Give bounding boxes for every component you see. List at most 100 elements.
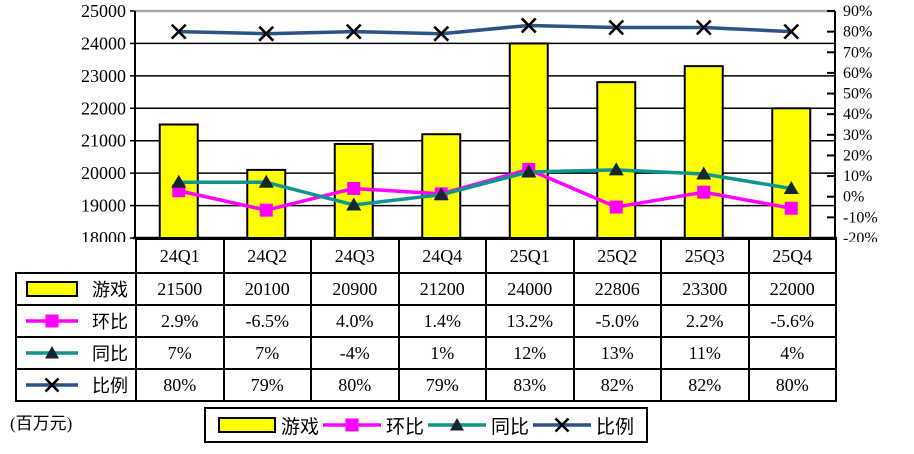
qoq-value-24Q1: 2.9% (135, 304, 225, 338)
bar-games-25Q3 (683, 65, 724, 239)
y-axis-right-tick-label: 0% (843, 189, 864, 206)
table-row-ratio: 比例 80% 79% 80% 79% 83% 82% 82% 80% (15, 368, 837, 402)
marker-qoq-24Q2 (259, 203, 273, 217)
y-axis-right-tick-label: 30% (843, 127, 872, 144)
marker-ratio-24Q3 (345, 23, 362, 40)
games-value-25Q3: 23300 (660, 272, 750, 306)
ratio-value-24Q1: 80% (135, 368, 225, 402)
y-axis-right-tick-label: 80% (843, 24, 872, 41)
qoq-value-25Q2: -5.0% (572, 304, 662, 338)
y-axis-left-tick-label: 18000 (81, 228, 126, 242)
chart-data-table: 24Q1 24Q2 24Q3 24Q4 25Q1 25Q2 25Q3 25Q4 游戏 21500 2… (15, 238, 837, 402)
yoy-value-25Q1: 12% (485, 336, 575, 370)
series-name: 比例 (92, 376, 128, 396)
y-axis-right-tick-label: 50% (843, 86, 872, 103)
marker-yoy-25Q3 (696, 166, 712, 180)
legend-label: 环比 (386, 416, 425, 438)
legend-item-games: 游戏 (218, 412, 319, 439)
legend-item-qoq: 环比 (323, 412, 424, 439)
y-axis-right-tick-label: 40% (843, 106, 872, 123)
row-label-ratio: 比例 (15, 368, 137, 402)
y-axis-right-tick-label: 90% (843, 3, 872, 20)
series-name: 同比 (92, 344, 128, 364)
axis-unit-label: (百万元) (10, 414, 73, 433)
qoq-value-24Q2: -6.5% (222, 304, 312, 338)
qoq-value-25Q4: -5.6% (747, 304, 837, 338)
legend-item-yoy: 同比 (428, 412, 529, 439)
games-value-25Q1: 24000 (485, 272, 575, 306)
marker-ratio-25Q4 (783, 23, 800, 40)
marker-qoq-25Q4 (784, 201, 798, 215)
games-value-25Q4: 22000 (747, 272, 837, 306)
ratio-value-25Q2: 82% (572, 368, 662, 402)
y-axis-left-tick-label: 24000 (81, 33, 126, 53)
yoy-value-24Q4: 1% (397, 336, 487, 370)
qoq-value-24Q3: 4.0% (310, 304, 400, 338)
series-name: 环比 (92, 312, 128, 332)
line-yoy (178, 168, 792, 207)
bar-swatch-icon (218, 417, 276, 433)
table-row-qoq: 环比 2.9% -6.5% 4.0% 1.4% 13.2% -5.0% 2.2% -5.6% (15, 304, 837, 338)
y-axis-right-tick-label: 10% (843, 168, 872, 185)
category-label: 25Q3 (660, 238, 750, 274)
marker-ratio-24Q2 (258, 25, 275, 42)
category-label: 24Q1 (135, 238, 225, 274)
games-value-24Q3: 20900 (310, 272, 400, 306)
marker-ratio-24Q4 (433, 25, 450, 42)
table-corner-spacer (16, 239, 136, 273)
marker-yoy-24Q3 (346, 197, 362, 211)
legend-label: 比例 (596, 416, 635, 438)
ratio-value-25Q1: 83% (485, 368, 575, 402)
category-label: 25Q1 (485, 238, 575, 274)
category-label: 25Q2 (572, 238, 662, 274)
legend-item-ratio: 比例 (533, 412, 634, 439)
bar-games-24Q4 (421, 133, 462, 240)
yoy-value-25Q4: 4% (747, 336, 837, 370)
games-value-24Q4: 21200 (397, 272, 487, 306)
table-row-yoy: 同比 7% 7% -4% 1% 12% 13% 11% 4% (15, 336, 837, 370)
ratio-value-25Q3: 82% (660, 368, 750, 402)
marker-qoq-24Q3 (347, 181, 361, 195)
ratio-value-25Q4: 80% (747, 368, 837, 402)
legend-label: 游戏 (281, 416, 320, 438)
marker-ratio-24Q1 (170, 23, 187, 40)
yoy-value-24Q3: -4% (310, 336, 400, 370)
yoy-value-24Q1: 7% (135, 336, 225, 370)
triangle-marker-icon (428, 418, 487, 431)
y-axis-right-tick-label: 20% (843, 147, 872, 164)
qoq-value-25Q1: 13.2% (485, 304, 575, 338)
category-label: 24Q2 (222, 238, 312, 274)
y-axis-left-tick-label: 20000 (81, 163, 126, 183)
y-axis-left-tick-label: 23000 (81, 66, 126, 86)
y-axis-right-tick-label: -20% (843, 230, 878, 242)
yoy-value-25Q2: 13% (572, 336, 662, 370)
triangle-marker-icon (26, 346, 78, 359)
x-marker-icon (533, 417, 592, 433)
ratio-value-24Q3: 80% (310, 368, 400, 402)
y-axis-right-tick-label: 60% (843, 65, 872, 82)
marker-yoy-25Q2 (608, 162, 624, 176)
qoq-value-25Q3: 2.2% (660, 304, 750, 338)
bar-swatch-icon (26, 281, 78, 297)
marker-ratio-25Q3 (695, 19, 712, 36)
marker-ratio-25Q2 (608, 19, 625, 36)
series-name: 游戏 (92, 280, 128, 300)
legend-label: 同比 (491, 416, 530, 438)
row-label-games: 游戏 (15, 272, 137, 306)
marker-yoy-24Q4 (433, 187, 449, 201)
x-marker-icon (26, 377, 78, 393)
marker-ratio-25Q1 (520, 17, 537, 34)
marker-yoy-24Q1 (171, 174, 187, 188)
row-label-yoy: 同比 (15, 336, 137, 370)
square-marker-icon (26, 314, 78, 328)
y-axis-left-tick-label: 25000 (81, 1, 126, 21)
games-value-24Q1: 21500 (135, 272, 225, 306)
ratio-value-24Q4: 79% (397, 368, 487, 402)
square-marker-icon (323, 418, 382, 432)
category-label: 24Q4 (397, 238, 487, 274)
yoy-value-24Q2: 7% (222, 336, 312, 370)
y-axis-right-tick-label: 70% (843, 44, 872, 61)
games-value-24Q2: 20100 (222, 272, 312, 306)
marker-yoy-24Q2 (258, 174, 274, 188)
